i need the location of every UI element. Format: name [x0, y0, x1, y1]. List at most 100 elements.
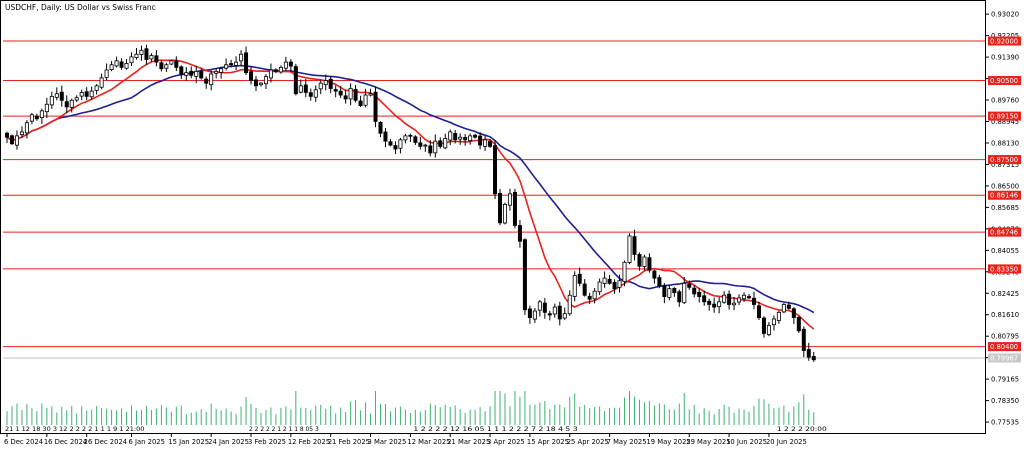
- candle-body: [348, 88, 353, 100]
- candle-body: [239, 53, 244, 62]
- candle-body: [333, 89, 338, 92]
- candle: [527, 305, 532, 324]
- candle: [512, 188, 517, 229]
- price-tick-label: 0.93020: [991, 11, 1019, 19]
- candle-body: [403, 135, 408, 141]
- level-price-label: 0.92000: [990, 38, 1018, 46]
- candle-body: [791, 308, 796, 319]
- candle-body: [657, 277, 662, 287]
- candle: [657, 274, 662, 289]
- candle: [44, 97, 49, 119]
- candle-body: [552, 306, 557, 315]
- candle-body: [756, 305, 761, 319]
- candle-body: [612, 281, 617, 290]
- candle: [363, 88, 368, 108]
- level-price-label: 0.86146: [990, 192, 1018, 200]
- candle: [463, 134, 468, 146]
- volume-label: 21 1 12 18 30 3 12 2 2 2 2 1 1 1 9 1 21:…: [5, 425, 144, 433]
- candle-body: [393, 145, 398, 150]
- candle: [662, 283, 667, 304]
- candle-body: [572, 275, 577, 297]
- candle: [687, 280, 692, 290]
- candle-body: [5, 132, 10, 138]
- candle: [478, 132, 483, 150]
- candle-body: [258, 82, 263, 86]
- candle: [502, 202, 507, 225]
- candle: [353, 85, 358, 103]
- candle: [244, 46, 249, 76]
- candle: [253, 76, 258, 92]
- candle-body: [557, 305, 562, 320]
- time-tick-label: 10 Jun 2025: [726, 438, 767, 446]
- time-tick-label: 6 Dec 2024: [4, 438, 43, 446]
- candle: [732, 297, 737, 311]
- candle-body: [498, 193, 503, 224]
- candle-body: [378, 121, 383, 134]
- candle: [99, 73, 104, 90]
- candle-body: [448, 131, 453, 141]
- candle: [727, 290, 732, 310]
- candle-body: [268, 69, 273, 79]
- candle-body: [169, 60, 174, 65]
- volume-label: 2 2 2 2 2 1 2 1 1 8 05 3: [249, 425, 319, 433]
- time-tick-label: 24 Jan 2025: [208, 438, 249, 446]
- candle: [119, 58, 124, 70]
- candle-body: [532, 310, 537, 320]
- candle: [219, 67, 224, 79]
- candle-body: [288, 61, 293, 67]
- candle: [308, 88, 313, 101]
- candle: [159, 59, 164, 72]
- candle: [796, 315, 801, 334]
- candle: [343, 89, 348, 104]
- candle-body: [99, 77, 104, 88]
- candle-body: [458, 136, 463, 140]
- candle: [104, 63, 109, 81]
- candle-body: [428, 145, 433, 154]
- time-tick-label: 19 May 2025: [646, 438, 690, 446]
- candle: [517, 220, 522, 248]
- candle-body: [124, 63, 129, 69]
- candle: [408, 133, 413, 142]
- candle-body: [204, 78, 209, 84]
- candle-body: [527, 308, 532, 319]
- candle-body: [752, 297, 757, 305]
- candle-body: [682, 282, 687, 304]
- candle: [39, 108, 44, 124]
- candle: [129, 52, 134, 67]
- candle: [94, 84, 99, 95]
- candle-body: [781, 304, 786, 313]
- candle-body: [273, 69, 278, 72]
- time-tick-label: 12 Mar 2025: [407, 438, 450, 446]
- candle: [577, 267, 582, 287]
- candle: [786, 301, 791, 310]
- candle-body: [209, 73, 214, 86]
- candle-body: [234, 61, 239, 66]
- candle: [383, 128, 388, 148]
- candle-body: [413, 136, 418, 143]
- candle: [682, 276, 687, 304]
- candle-body: [318, 82, 323, 90]
- candle-body: [64, 101, 69, 108]
- candle: [617, 274, 622, 293]
- candle: [418, 136, 423, 150]
- candle: [318, 80, 323, 95]
- candle: [9, 134, 14, 145]
- candle-body: [19, 131, 24, 135]
- plot-area-border: [0, 0, 986, 434]
- level-price-tag: [988, 76, 1021, 86]
- candle-body: [577, 273, 582, 284]
- candle: [224, 58, 229, 71]
- price-axis[interactable]: 0.930200.922050.913900.905750.897600.889…: [985, 11, 1021, 427]
- candle: [348, 83, 353, 106]
- candle-body: [388, 141, 393, 146]
- time-tick-label: 6 Jan 2025: [129, 438, 165, 446]
- candle: [781, 302, 786, 314]
- candle: [791, 307, 796, 324]
- level-price-tag: [988, 342, 1021, 352]
- candle-body: [717, 301, 722, 308]
- candle-body: [184, 72, 189, 76]
- candle-body: [338, 90, 343, 96]
